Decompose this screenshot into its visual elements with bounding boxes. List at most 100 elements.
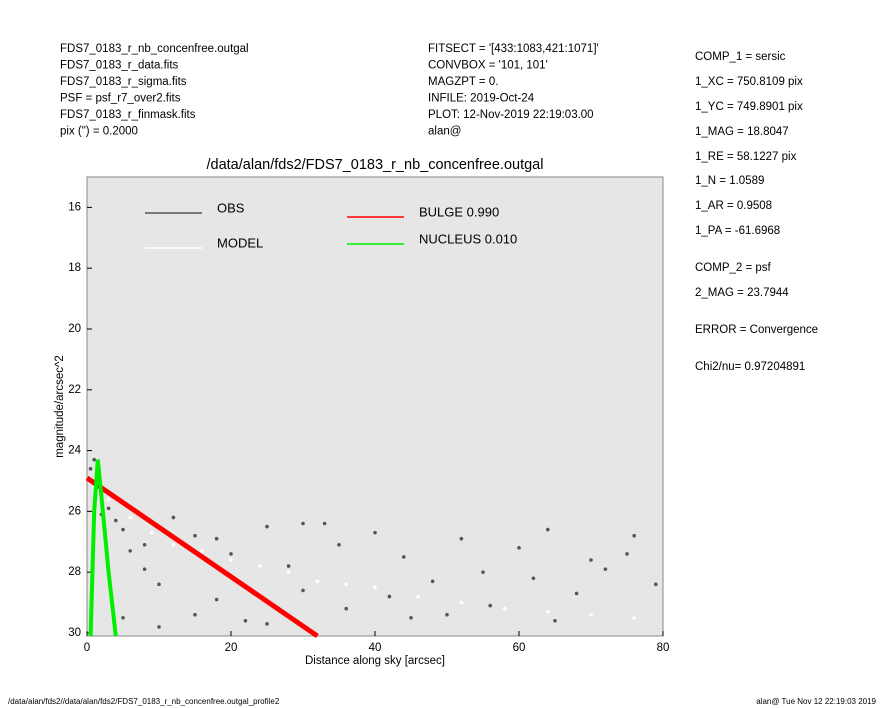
data-point [114, 518, 118, 523]
legend-label: BULGE 0.990 [419, 204, 499, 219]
plot-area [86, 176, 664, 637]
data-point [243, 619, 248, 623]
data-point [430, 579, 435, 584]
x-tick-label: 20 [225, 642, 238, 654]
data-point [373, 530, 377, 535]
data-point [416, 594, 421, 599]
data-point [301, 588, 305, 593]
data-point [553, 619, 557, 623]
data-point [603, 567, 608, 571]
y-tick-label: 18 [68, 262, 81, 274]
data-point [632, 533, 636, 538]
data-point [337, 543, 341, 547]
legend-label: MODEL [217, 235, 263, 250]
x-tick-label: 60 [513, 642, 526, 654]
data-point [459, 600, 464, 605]
data-point [574, 591, 579, 596]
param-line: Chi2/nu= 0.97204891 [695, 361, 805, 373]
y-tick-label: 26 [68, 505, 81, 517]
param-line: ERROR = Convergence [695, 324, 818, 336]
data-point [193, 533, 197, 538]
x-axis-label: Distance along sky [arcsec] [305, 655, 445, 667]
data-point [502, 606, 507, 611]
y-tick-label: 20 [68, 323, 81, 335]
data-point [546, 609, 550, 614]
data-point [402, 555, 406, 559]
profile-line [85, 475, 319, 639]
data-point [265, 622, 269, 626]
param-line: 1_RE = 58.1227 pix [695, 151, 797, 163]
data-point [481, 570, 485, 574]
data-point [625, 552, 629, 556]
data-point [589, 612, 593, 617]
data-point [128, 515, 132, 520]
header-line: PLOT: 12-Nov-2019 22:19:03.00 [428, 109, 594, 121]
data-point [409, 615, 413, 620]
data-point [531, 576, 536, 581]
data-point [193, 612, 197, 617]
data-point [142, 567, 147, 571]
data-point [171, 515, 176, 520]
y-tick-label: 16 [68, 201, 81, 213]
header-line: INFILE: 2019-Oct-24 [428, 93, 535, 105]
data-point [344, 606, 349, 611]
data-point [301, 521, 305, 526]
header-line: FDS7_0183_r_finmask.fits [60, 109, 196, 121]
header-line: PSF = psf_r7_over2.fits [60, 93, 181, 105]
profile-line [88, 459, 118, 637]
header-line: MAGZPT = 0. [428, 76, 498, 88]
data-point [546, 527, 550, 532]
header-line: FDS7_0183_r_data.fits [60, 60, 179, 72]
header-line: FDS7_0183_r_sigma.fits [60, 76, 187, 88]
data-point [517, 546, 521, 550]
data-point [157, 625, 161, 629]
chart-title: /data/alan/fds2/FDS7_0183_r_nb_concenfre… [207, 157, 544, 173]
footer-right: alan@ Tue Nov 12 22:19:03 2019 [756, 697, 876, 706]
data-point [121, 527, 125, 532]
x-tick-label: 0 [84, 642, 90, 654]
data-point [315, 579, 320, 584]
param-line: 1_YC = 749.8901 pix [695, 101, 803, 113]
header-line: CONVBOX = '101, 101' [428, 60, 548, 72]
param-line: 2_MAG = 23.7944 [695, 287, 789, 299]
data-point [229, 558, 233, 562]
data-point [286, 564, 291, 568]
data-point [265, 524, 269, 529]
param-line: 1_PA = -61.6968 [695, 225, 780, 237]
param-line: 1_MAG = 18.8047 [695, 126, 789, 138]
x-tick-label: 80 [657, 642, 670, 654]
param-line: 1_XC = 750.8109 pix [695, 76, 803, 88]
data-point [106, 506, 111, 511]
data-point [150, 530, 154, 535]
data-point [445, 612, 449, 617]
y-tick-label: 24 [68, 445, 81, 457]
header-line: FITSECT = '[433:1083,421:1071]' [428, 43, 599, 55]
legend-label: NUCLEUS 0.010 [419, 231, 517, 246]
data-point [142, 543, 147, 547]
param-line: COMP_2 = psf [695, 262, 772, 274]
data-point [344, 582, 349, 587]
header-line: pix (") = 0.2000 [60, 126, 138, 138]
data-point [121, 615, 125, 620]
data-point [654, 582, 658, 587]
header-line: alan@ [428, 126, 461, 138]
data-point [92, 457, 96, 462]
x-tick-label: 40 [369, 642, 382, 654]
data-point [387, 594, 392, 599]
data-point [106, 497, 111, 502]
data-point [632, 615, 636, 620]
data-point [488, 603, 493, 608]
y-tick-label: 28 [68, 566, 81, 578]
data-point [229, 552, 233, 556]
data-point [157, 582, 161, 587]
data-point [214, 597, 219, 602]
data-point [88, 467, 93, 471]
header-line: FDS7_0183_r_nb_concenfree.outgal [60, 43, 249, 55]
y-axis-label: magnitude/arcsec^2 [54, 355, 66, 458]
data-point [128, 549, 132, 553]
data-point [200, 549, 204, 553]
data-point [322, 521, 327, 526]
param-line: 1_AR = 0.9508 [695, 200, 772, 212]
y-tick-label: 22 [68, 384, 81, 396]
